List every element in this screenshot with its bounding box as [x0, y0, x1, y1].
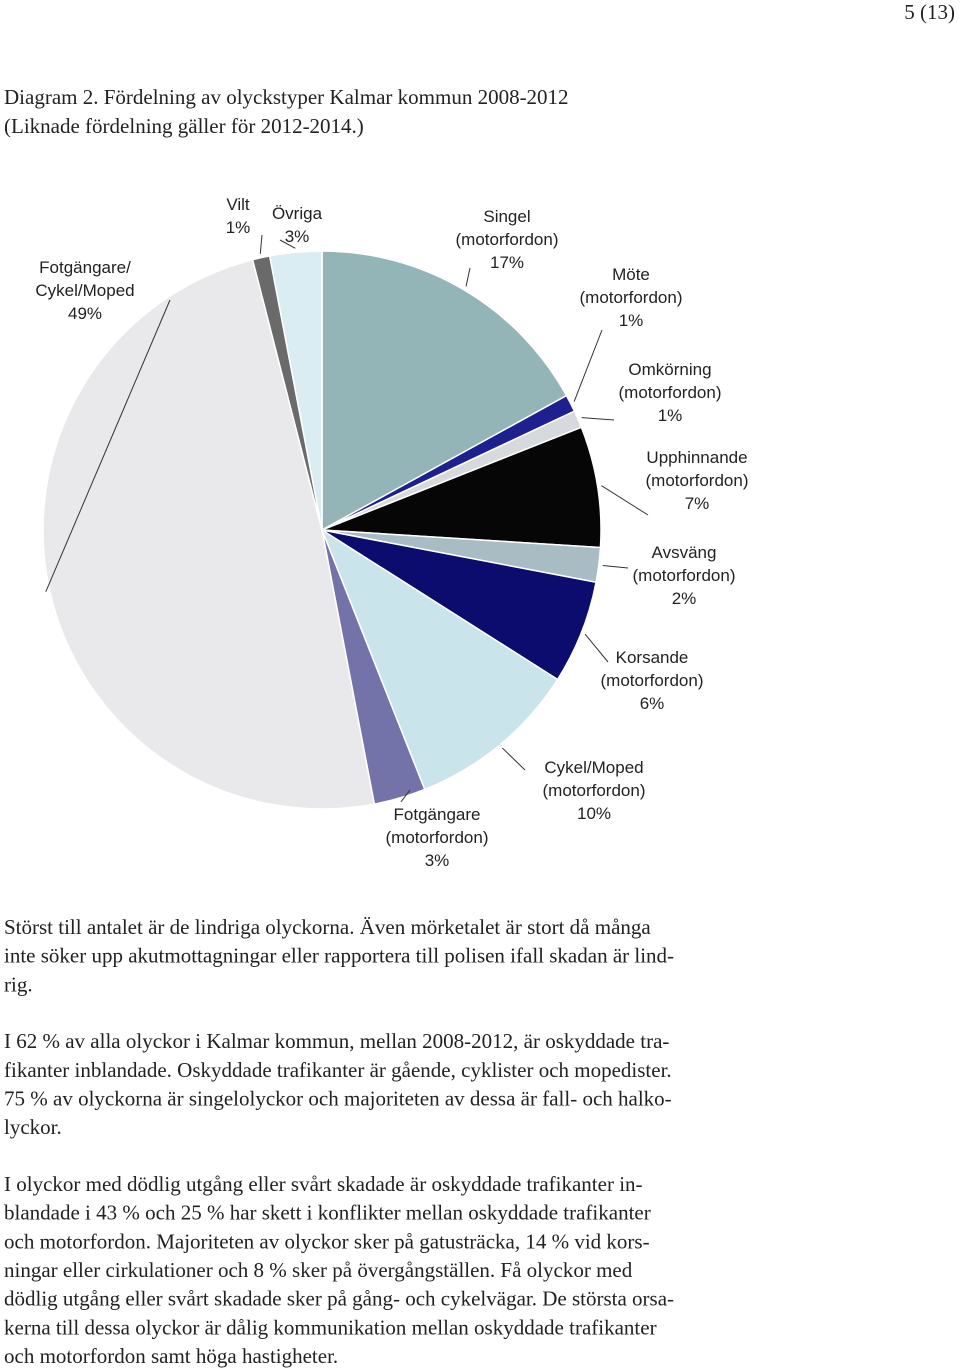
paragraph-line: I 62 % av alla olyckor i Kalmar kommun, … — [4, 1029, 669, 1053]
paragraph-line: kerna till dessa olyckor är dålig kommun… — [4, 1315, 657, 1339]
slice-value-label: 1% — [658, 406, 683, 425]
slice-label: Fotgängare/Cykel/Moped 49% — [35, 258, 134, 323]
slice-label-line: Singel — [483, 207, 530, 226]
slice-label-line: (motorfordon) — [601, 671, 704, 690]
paragraph-line: 75 % av olyckorna är singelolyckor och m… — [4, 1087, 672, 1111]
paragraph-line: I olyckor med dödlig utgång eller svårt … — [4, 1172, 643, 1196]
pie-slice — [321, 250, 568, 532]
paragraph-line: ningar eller cirkulationer och 8 % sker … — [4, 1258, 633, 1282]
slice-label-line: (motorfordon) — [646, 471, 749, 490]
slice-label-line: Avsväng — [652, 543, 717, 562]
page-number: 5 (13) — [904, 0, 955, 24]
slice-value-label: 2% — [672, 589, 697, 608]
slice-label-line: (motorfordon) — [456, 230, 559, 249]
leader-line — [573, 329, 603, 402]
slice-label: Vilt 1% — [226, 195, 251, 237]
slice-label: Fotgängare (motorfordon) 3% — [386, 805, 489, 870]
paragraph-line: rig. — [4, 972, 33, 996]
slice-label: Övriga 3% — [272, 204, 323, 246]
paragraph-line: lyckor. — [4, 1115, 62, 1139]
slice-value-label: 17% — [490, 253, 524, 272]
paragraph-line: och motorfordon. Majoriteten av olyckor … — [4, 1229, 650, 1253]
leader-line — [601, 485, 649, 516]
slice-value-label: 6% — [640, 694, 665, 713]
slice-label-line: (motorfordon) — [633, 566, 736, 585]
paragraph-line: och motorfordon samt höga hastigheter. — [4, 1344, 338, 1368]
slice-label-line: (motorfordon) — [543, 781, 646, 800]
slice-label-line: (motorfordon) — [619, 383, 722, 402]
slice-label-line: Cykel/Moped — [35, 281, 134, 300]
pie-slice — [268, 250, 323, 531]
slice-label-line: Övriga — [272, 204, 323, 223]
slice-value-label: 7% — [685, 494, 710, 513]
leader-line — [502, 747, 526, 771]
slice-label-line: Vilt — [226, 195, 250, 214]
paragraph-line: Störst till antalet är de lindriga olyck… — [4, 915, 651, 939]
caption-line: (Liknade fördelning gäller för 2012-2014… — [4, 114, 364, 138]
slice-label: Omkörning (motorfordon) 1% — [619, 360, 722, 425]
slice-label-line: Fotgängare — [394, 805, 481, 824]
leader-line — [45, 299, 171, 592]
slice-label-line: Upphinnande — [646, 448, 747, 467]
slice-label: Avsväng (motorfordon) 2% — [633, 543, 736, 608]
slice-value-label: 1% — [226, 218, 251, 237]
paragraph-line: blandade i 43 % och 25 % har skett i kon… — [4, 1201, 651, 1225]
leader-line — [602, 564, 629, 569]
slice-label: Möte (motorfordon) 1% — [580, 265, 683, 330]
paragraph-line: dödlig utgång eller svårt skadade sker p… — [4, 1287, 674, 1311]
pie-slice — [320, 528, 559, 791]
slice-value-label: 3% — [425, 851, 450, 870]
leader-line — [465, 267, 471, 287]
caption-line: Diagram 2. Fördelning av olyckstyper Kal… — [4, 85, 569, 109]
slice-label: Singel (motorfordon) 17% — [456, 207, 559, 272]
leader-line — [279, 239, 296, 249]
slice-label-line: (motorfordon) — [386, 828, 489, 847]
slice-value-label: 1% — [619, 311, 644, 330]
slice-label: Upphinnande (motorfordon) 7% — [646, 448, 749, 513]
slice-label-line: Möte — [612, 265, 650, 284]
leader-line — [581, 417, 615, 421]
slice-label-line: (motorfordon) — [580, 288, 683, 307]
slice-label: Cykel/Moped (motorfordon) 10% — [543, 758, 646, 823]
slice-label-line: Cykel/Moped — [544, 758, 643, 777]
slice-label-line: Korsande — [616, 648, 689, 667]
slice-label-line: Omkörning — [628, 360, 711, 379]
slice-value-label: 10% — [577, 804, 611, 823]
leader-line — [259, 234, 263, 254]
slice-label-line: Fotgängare/ — [39, 258, 131, 277]
slice-value-label: 3% — [285, 227, 310, 246]
leader-line — [584, 633, 609, 663]
paragraph-line: fikanter inblandade. Oskyddade trafikant… — [4, 1058, 672, 1082]
leader-line — [400, 789, 411, 803]
pie-slice — [321, 426, 602, 549]
paragraph-line: inte söker upp akutmottagningar eller ra… — [4, 944, 674, 968]
slice-value-label: 49% — [68, 304, 102, 323]
slice-label: Korsande (motorfordon) 6% — [601, 648, 704, 713]
pie-slice — [42, 258, 376, 810]
